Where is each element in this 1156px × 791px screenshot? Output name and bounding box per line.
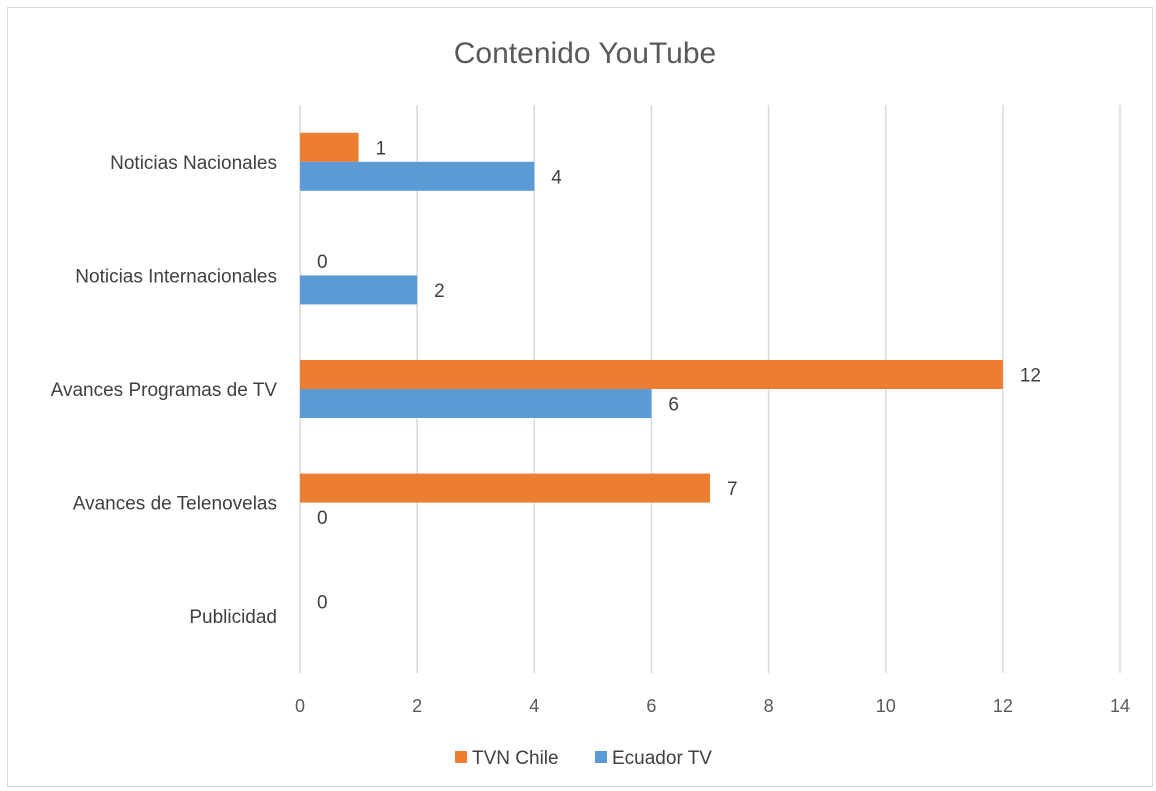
category-label: Avances Programas de TV <box>51 380 278 401</box>
legend-label: TVN Chile <box>472 748 559 769</box>
data-label: 0 <box>317 252 328 273</box>
category-label: Noticias Internacionales <box>75 266 277 287</box>
x-tick-label: 0 <box>295 696 305 716</box>
bar-ecuador-tv <box>300 275 418 305</box>
x-tick-label: 4 <box>529 696 539 716</box>
legend-label: Ecuador TV <box>612 748 712 769</box>
bar-tvn-chile <box>300 473 710 503</box>
bar-tvn-chile <box>300 132 359 162</box>
bar-ecuador-tv <box>300 389 652 418</box>
value-axis: 0 2 4 6 8 10 12 14 <box>295 696 1130 716</box>
x-tick-label: 2 <box>412 696 422 716</box>
category-axis: Noticias Nacionales Noticias Internaciona… <box>51 153 278 628</box>
data-label: 0 <box>317 593 328 614</box>
x-tick-label: 10 <box>876 696 896 716</box>
legend-swatch <box>455 751 467 763</box>
data-label: 1 <box>376 138 387 159</box>
x-tick-label: 8 <box>764 696 774 716</box>
bar-tvn-chile <box>300 360 1003 389</box>
category-label: Avances de Telenovelas <box>73 494 277 515</box>
legend-swatch <box>595 751 607 763</box>
category-label: Publicidad <box>189 607 277 628</box>
data-label: 6 <box>668 395 679 416</box>
x-tick-label: 12 <box>993 696 1013 716</box>
category-label: Noticias Nacionales <box>110 153 277 174</box>
legend: TVN Chile Ecuador TV <box>455 748 712 769</box>
data-label: 2 <box>434 281 445 302</box>
bars <box>300 132 1003 503</box>
bar-ecuador-tv <box>300 161 535 191</box>
data-label: 7 <box>727 479 738 500</box>
x-tick-label: 14 <box>1110 696 1130 716</box>
data-label: 0 <box>317 508 328 529</box>
data-labels: 1 4 0 2 12 6 7 0 0 <box>317 138 1041 613</box>
x-tick-label: 6 <box>646 696 656 716</box>
data-label: 12 <box>1020 366 1041 387</box>
data-label: 4 <box>551 167 562 188</box>
chart-title: Contenido YouTube <box>454 37 716 70</box>
